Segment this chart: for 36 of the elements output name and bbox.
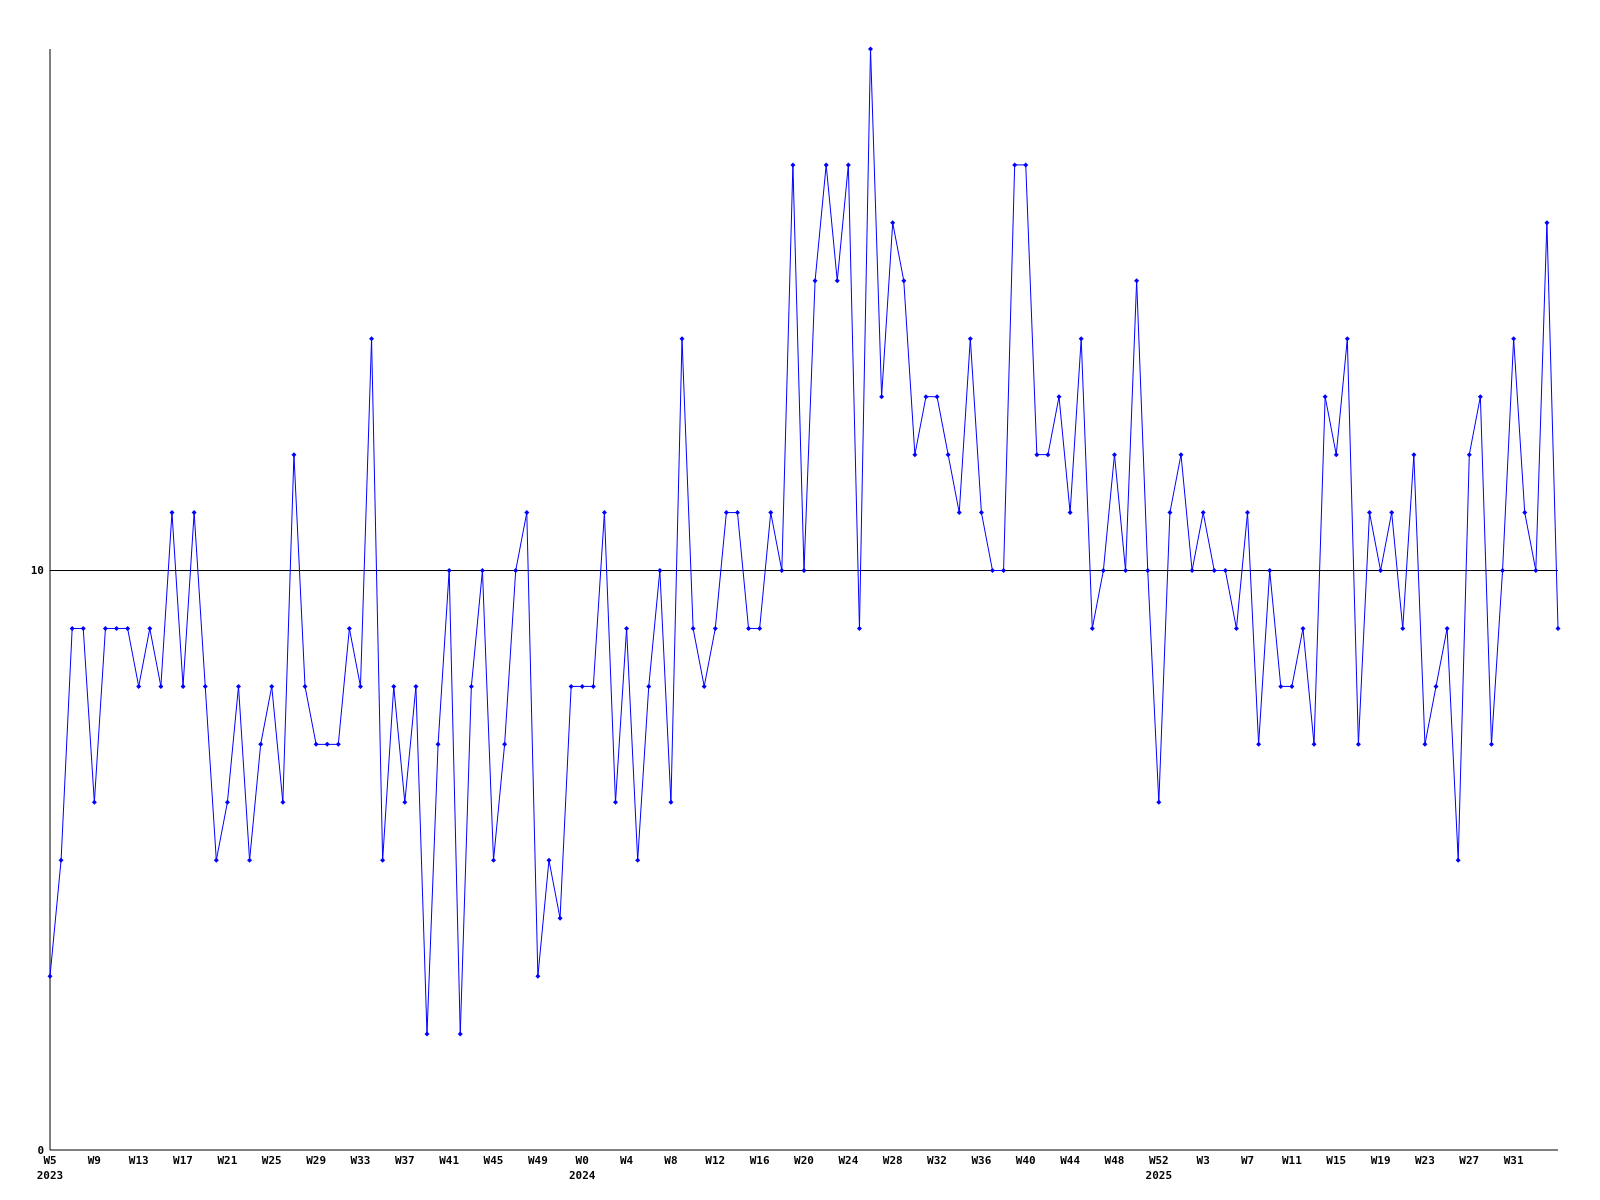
x-tick-label: W24 bbox=[838, 1154, 859, 1167]
x-tick-label: W49 bbox=[527, 1154, 548, 1167]
x-tick-label: W28 bbox=[882, 1154, 903, 1167]
x-tick-label: W4 bbox=[619, 1154, 634, 1167]
x-tick-label: W27 bbox=[1459, 1154, 1480, 1167]
x-tick-label: W9 bbox=[87, 1154, 101, 1167]
x-tick-label: W29 bbox=[306, 1154, 327, 1167]
y-tick-label: 0 bbox=[37, 1143, 44, 1157]
x-tick-label: W21 bbox=[217, 1154, 238, 1167]
x-tick-label: W12 bbox=[705, 1154, 726, 1167]
x-tick-label: W15 bbox=[1326, 1154, 1347, 1167]
x-tick-label: W33 bbox=[350, 1154, 371, 1167]
x-tick-label: W20 bbox=[794, 1154, 814, 1167]
x-tick-label: W16 bbox=[749, 1154, 770, 1167]
x-tick-label: W31 bbox=[1503, 1154, 1524, 1167]
x-tick-label: W7 bbox=[1240, 1154, 1255, 1167]
y-tick-label: 10 bbox=[30, 564, 44, 578]
x-tick-label: W52 2025 bbox=[1145, 1154, 1173, 1182]
x-tick-label: W17 bbox=[173, 1154, 193, 1167]
x-tick-label: W8 bbox=[664, 1154, 678, 1167]
x-tick-label: W11 bbox=[1281, 1154, 1303, 1167]
x-tick-label: W41 bbox=[439, 1154, 460, 1167]
x-tick-label: W25 bbox=[261, 1154, 282, 1167]
x-tick-label: W23 bbox=[1415, 1154, 1435, 1167]
x-tick-label: W48 bbox=[1104, 1154, 1125, 1167]
x-tick-label: W37 bbox=[394, 1154, 415, 1167]
x-tick-label: W44 bbox=[1060, 1154, 1081, 1167]
x-tick-label: W3 bbox=[1196, 1154, 1210, 1167]
x-tick-label: W0 2024 bbox=[568, 1154, 596, 1182]
x-tick-label: W32 bbox=[927, 1154, 947, 1167]
x-tick-label: W5 2023 bbox=[36, 1154, 64, 1182]
x-tick-label: W19 bbox=[1370, 1154, 1391, 1167]
x-tick-label: W45 bbox=[483, 1154, 504, 1167]
x-tick-label: W36 bbox=[971, 1154, 992, 1167]
x-tick-label: W40 bbox=[1015, 1154, 1036, 1167]
x-tick-label: W13 bbox=[128, 1154, 149, 1167]
